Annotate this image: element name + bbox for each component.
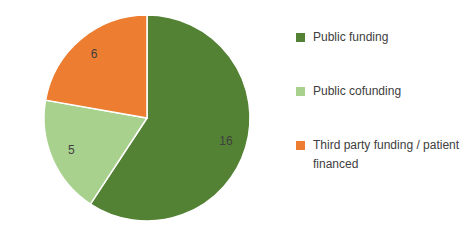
legend: Public funding Public cofunding Third part… <box>296 30 460 171</box>
legend-swatch <box>296 87 305 96</box>
data-label: 5 <box>68 143 75 157</box>
data-labels: 1656 <box>68 47 233 157</box>
data-label: 6 <box>91 47 98 61</box>
legend-item: Public funding <box>296 30 388 44</box>
legend-label: Third party funding / patientfinanced <box>313 138 460 171</box>
data-label: 16 <box>219 134 233 148</box>
pie <box>44 15 250 221</box>
legend-item: Public cofunding <box>296 84 401 98</box>
legend-label: Public funding <box>313 30 388 44</box>
legend-swatch <box>296 33 305 42</box>
legend-item: Third party funding / patientfinanced <box>296 138 460 171</box>
chart: 1656Public fundingPublic cofundingThird … <box>0 0 472 238</box>
pie-slice <box>46 15 147 118</box>
legend-swatch <box>296 141 305 150</box>
legend-label: Public cofunding <box>313 84 401 98</box>
